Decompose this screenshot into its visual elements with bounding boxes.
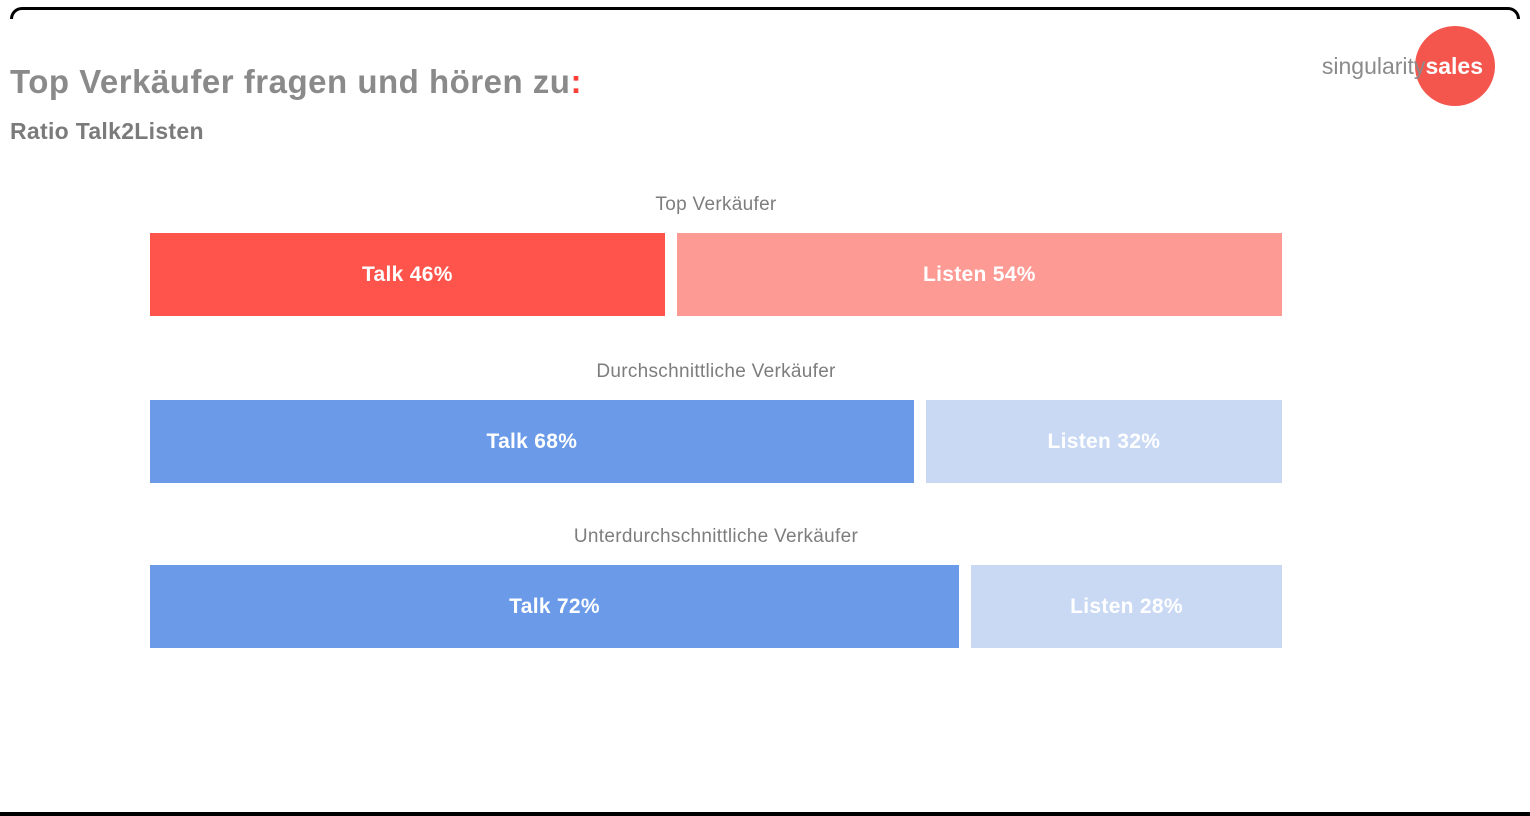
group-label: Top Verkäufer bbox=[655, 194, 777, 215]
logo-circle-icon bbox=[1415, 26, 1495, 106]
chart-group-top-verkaeufer: Top Verkäufer Talk 46% Listen 54% bbox=[150, 192, 1282, 316]
page-title-colon: : bbox=[570, 63, 582, 101]
chart-group-durchschnittliche-verkaeufer: Durchschnittliche Verkäufer Talk 68% Lis… bbox=[150, 359, 1282, 483]
talk-bar-label: Talk 68% bbox=[486, 429, 578, 453]
listen-bar-label: Listen 28% bbox=[1070, 594, 1183, 618]
logo-wordmark: singularitysales bbox=[1322, 55, 1483, 78]
bar-row: Talk 46% Listen 54% bbox=[150, 233, 1282, 316]
bar-row: Talk 72% Listen 28% bbox=[150, 565, 1282, 648]
listen-bar: Listen 28% bbox=[971, 565, 1282, 648]
talk-bar: Talk 68% bbox=[150, 400, 914, 483]
logo: singularitysales bbox=[1322, 26, 1495, 106]
bar-row: Talk 68% Listen 32% bbox=[150, 400, 1282, 483]
group-label: Unterdurchschnittliche Verkäufer bbox=[573, 526, 859, 547]
logo-text-singularity: singularity bbox=[1321, 53, 1426, 79]
listen-bar: Listen 32% bbox=[925, 400, 1282, 483]
bottom-border-line bbox=[0, 812, 1530, 816]
group-label: Durchschnittliche Verkäufer bbox=[596, 361, 836, 382]
page-title-text: Top Verkäufer fragen und hören zu bbox=[10, 63, 571, 101]
listen-bar: Listen 54% bbox=[676, 233, 1282, 316]
talk-bar-label: Talk 46% bbox=[361, 262, 453, 286]
talk-bar: Talk 72% bbox=[150, 565, 960, 648]
page-title: Top Verkäufer fragen und hören zu: bbox=[10, 63, 582, 101]
logo-text-sales: sales bbox=[1425, 53, 1483, 79]
chart-group-unterdurchschnittliche-verkaeufer: Unterdurchschnittliche Verkäufer Talk 72… bbox=[150, 524, 1282, 648]
top-border-line bbox=[10, 7, 1520, 19]
talk-bar-label: Talk 72% bbox=[509, 594, 600, 618]
listen-bar-label: Listen 32% bbox=[1047, 429, 1161, 453]
talk2listen-chart: Top Verkäufer Talk 46% Listen 54% Durchs… bbox=[150, 0, 1282, 816]
page-subtitle: Ratio Talk2Listen bbox=[10, 118, 204, 145]
listen-bar-label: Listen 54% bbox=[923, 262, 1036, 286]
talk-bar: Talk 46% bbox=[150, 233, 665, 316]
